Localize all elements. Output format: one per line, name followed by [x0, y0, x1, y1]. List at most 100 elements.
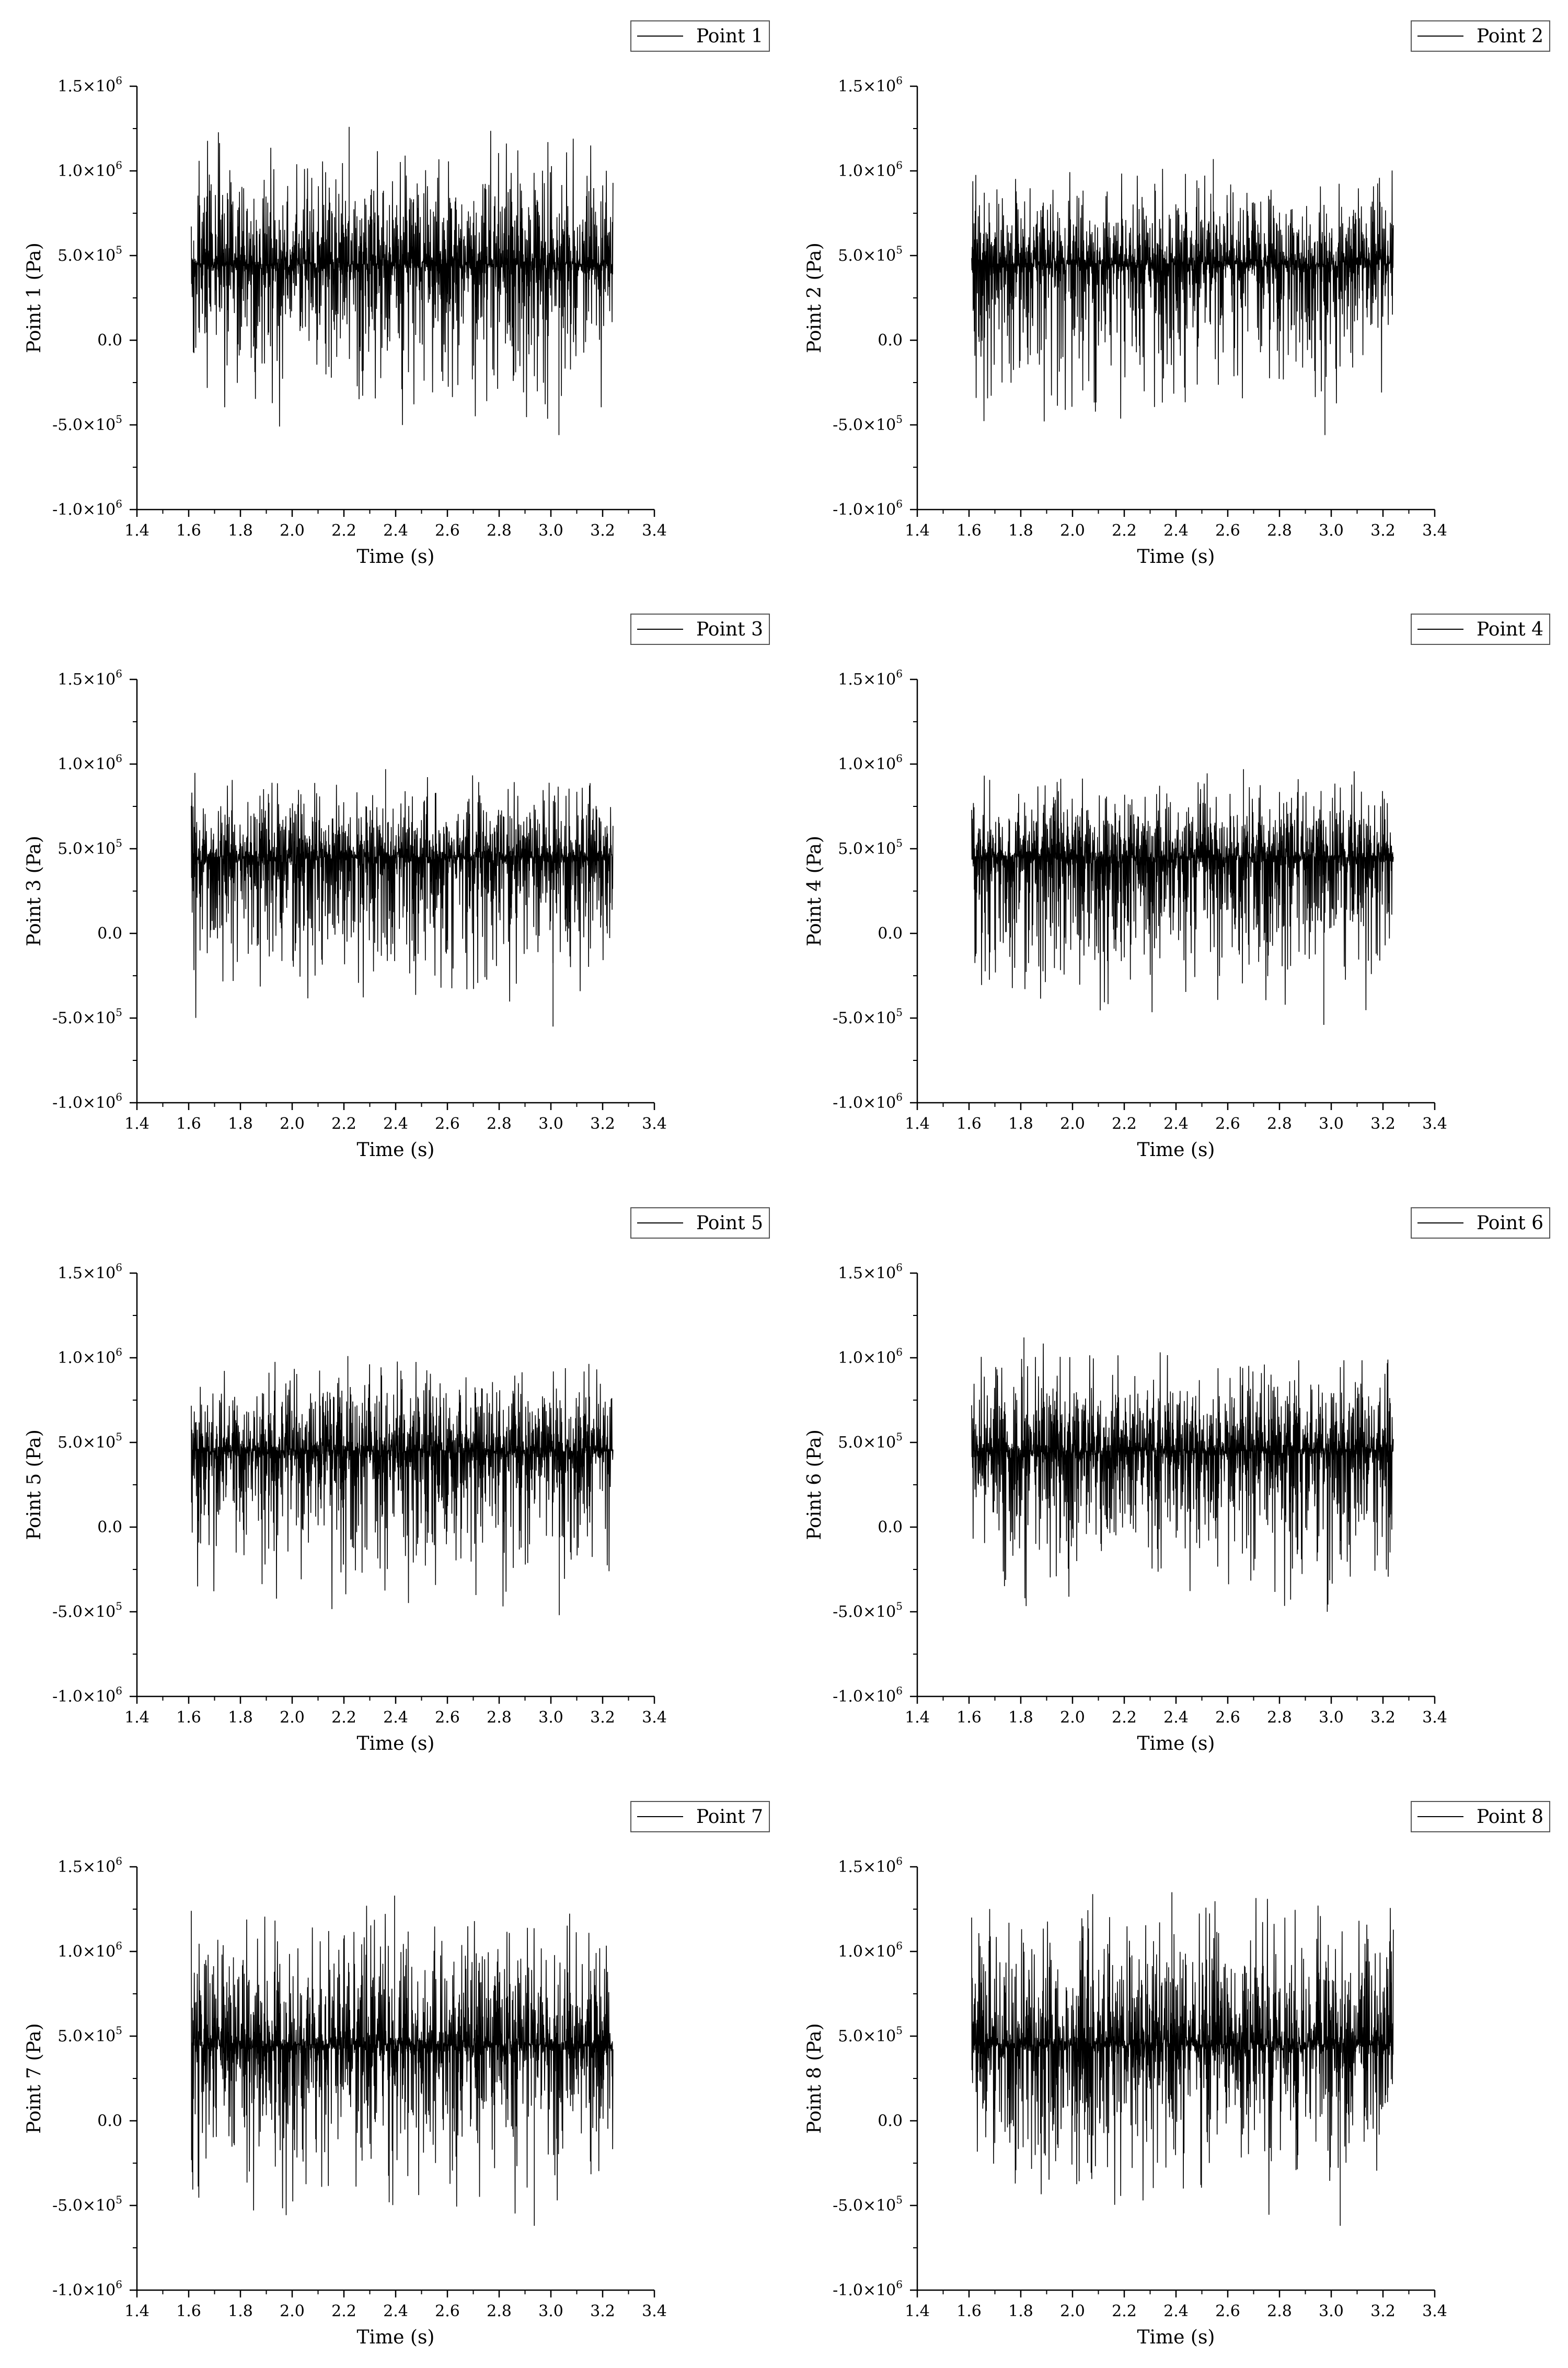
x-tick-label: 3.4 — [642, 1115, 667, 1133]
y-tick-label: 5.0×105 — [57, 244, 122, 265]
series-line — [971, 771, 1394, 1012]
y-tick-label: 1.5×106 — [838, 1855, 903, 1876]
x-tick-label: 3.0 — [1319, 1115, 1344, 1133]
chart-panel-4: 1.4 1.6 1.8 2.0 2.2 2.4 2.6 2.8 3.0 3.2 3.4 1.5×106… — [804, 614, 1550, 1161]
series-line — [971, 169, 1394, 422]
x-tick-label: 2.2 — [331, 1115, 356, 1133]
chart-panel-5: 1.4 1.6 1.8 2.0 2.2 2.4 2.6 2.8 3.0 3.2 3.4 1.5×106… — [24, 1207, 770, 1754]
x-tick-label: 3.2 — [1370, 1115, 1396, 1133]
y-tick-label: -1.0×106 — [52, 1091, 122, 1112]
x-tick-label: 2.4 — [383, 522, 408, 540]
x-tick-label: 1.6 — [176, 522, 201, 540]
x-tick-label: 3.4 — [642, 522, 667, 540]
x-tick-label: 2.4 — [383, 1115, 408, 1133]
x-tick-label: 2.6 — [1215, 522, 1240, 540]
y-tick-label: -1.0×106 — [833, 498, 903, 519]
x-tick-label: 2.4 — [1163, 522, 1189, 540]
y-axis-label: Point 2 (Pa) — [804, 242, 825, 353]
x-tick-label: 1.4 — [905, 1708, 930, 1727]
x-tick-label: 2.0 — [1060, 522, 1085, 540]
x-tick-label: 1.4 — [905, 2302, 930, 2320]
chart-panel-1: 1.4 1.6 1.8 2.0 2.2 2.4 2.6 2.8 3.0 3.2 3.4 1.5×106… — [24, 20, 770, 568]
y-tick-label: 1.0×106 — [838, 1939, 903, 1961]
x-tick-label: 1.6 — [176, 1115, 201, 1133]
x-tick-label: 1.8 — [1008, 2302, 1033, 2320]
x-tick-label: 2.0 — [280, 1115, 305, 1133]
x-axis-label: Time (s) — [1137, 546, 1215, 568]
x-tick-label: 2.6 — [435, 1115, 460, 1133]
x-tick-label: 3.2 — [590, 522, 615, 540]
x-tick-label: 3.4 — [642, 2302, 667, 2320]
x-tick-label: 3.0 — [538, 2302, 563, 2320]
y-tick-label: 1.5×106 — [57, 74, 122, 96]
x-tick-label: 1.6 — [956, 1115, 982, 1133]
series-line — [191, 1905, 614, 2215]
y-tick-label: 1.5×106 — [838, 667, 903, 689]
y-tick-label: -1.0×106 — [52, 1684, 122, 1706]
x-axis-label: Time (s) — [357, 1139, 435, 1161]
x-tick-label: 2.6 — [1215, 1708, 1240, 1727]
y-axis-label: Point 7 (Pa) — [24, 2023, 45, 2134]
x-tick-label: 1.6 — [956, 522, 982, 540]
y-axis-label: Point 4 (Pa) — [804, 836, 825, 946]
y-tick-label: 1.0×106 — [57, 159, 122, 180]
chart-panel-3: 1.4 1.6 1.8 2.0 2.2 2.4 2.6 2.8 3.0 3.2 3.4 1.5×106… — [24, 614, 770, 1161]
y-tick-label: -5.0×105 — [52, 1006, 122, 1027]
y-tick-label: 0.0 — [97, 331, 122, 350]
y-axis-label: Point 1 (Pa) — [24, 242, 45, 353]
x-tick-label: 3.4 — [1422, 1708, 1447, 1727]
y-tick-label: -1.0×106 — [52, 2278, 122, 2300]
x-tick-label: 2.6 — [435, 522, 460, 540]
y-tick-label: 1.0×106 — [57, 1346, 122, 1367]
x-tick-label: 3.0 — [538, 1708, 563, 1727]
x-tick-label: 1.4 — [905, 1115, 930, 1133]
x-tick-label: 3.4 — [642, 1708, 667, 1727]
x-tick-label: 2.0 — [280, 1708, 305, 1727]
x-tick-label: 3.2 — [590, 2302, 615, 2320]
y-tick-label: 1.0×106 — [838, 752, 903, 773]
y-tick-label: -5.0×105 — [833, 1006, 903, 1027]
legend-label: Point 8 — [1477, 1806, 1543, 1828]
y-tick-label: -1.0×106 — [833, 2278, 903, 2300]
x-tick-label: 2.4 — [383, 2302, 408, 2320]
chart-panel-2: 1.4 1.6 1.8 2.0 2.2 2.4 2.6 2.8 3.0 3.2 3.4 1.5×106… — [804, 20, 1550, 568]
x-tick-label: 2.4 — [1163, 1708, 1189, 1727]
y-tick-label: -5.0×105 — [833, 1600, 903, 1621]
x-tick-label: 3.0 — [538, 1115, 563, 1133]
y-tick-label: 1.0×106 — [838, 159, 903, 180]
y-tick-label: 5.0×105 — [838, 244, 903, 265]
x-tick-label: 1.8 — [228, 2302, 253, 2320]
legend-label: Point 6 — [1477, 1212, 1543, 1234]
legend-label: Point 2 — [1477, 26, 1543, 47]
x-tick-label: 3.0 — [1319, 522, 1344, 540]
x-tick-label: 2.8 — [487, 1708, 512, 1727]
y-tick-label: 5.0×105 — [57, 1430, 122, 1452]
x-tick-label: 2.0 — [1060, 2302, 1085, 2320]
x-tick-label: 3.0 — [1319, 2302, 1344, 2320]
x-tick-label: 2.0 — [1060, 1115, 1085, 1133]
legend-label: Point 4 — [1477, 619, 1543, 640]
x-axis-label: Time (s) — [357, 2327, 435, 2348]
chart-panel-8: 1.4 1.6 1.8 2.0 2.2 2.4 2.6 2.8 3.0 3.2 3.4 1.5×106… — [804, 1801, 1550, 2348]
x-tick-label: 1.4 — [124, 522, 149, 540]
y-tick-label: 0.0 — [97, 1518, 122, 1537]
legend-label: Point 1 — [696, 26, 763, 47]
x-tick-label: 2.0 — [280, 522, 305, 540]
x-tick-label: 2.6 — [435, 2302, 460, 2320]
legend-label: Point 5 — [696, 1212, 763, 1234]
y-tick-label: 5.0×105 — [838, 2024, 903, 2046]
x-tick-label: 2.8 — [487, 1115, 512, 1133]
x-tick-label: 2.6 — [435, 1708, 460, 1727]
x-tick-label: 3.4 — [1422, 1115, 1447, 1133]
x-tick-label: 1.8 — [228, 1708, 253, 1727]
x-tick-label: 2.8 — [1267, 522, 1292, 540]
y-tick-label: 5.0×105 — [57, 2024, 122, 2046]
x-axis-label: Time (s) — [357, 1733, 435, 1754]
x-tick-label: 1.6 — [956, 1708, 982, 1727]
x-tick-label: 3.2 — [1370, 522, 1396, 540]
x-tick-label: 1.8 — [1008, 1708, 1033, 1727]
x-tick-label: 2.2 — [1112, 522, 1137, 540]
y-tick-label: 1.5×106 — [838, 1261, 903, 1283]
x-tick-label: 1.6 — [956, 2302, 982, 2320]
